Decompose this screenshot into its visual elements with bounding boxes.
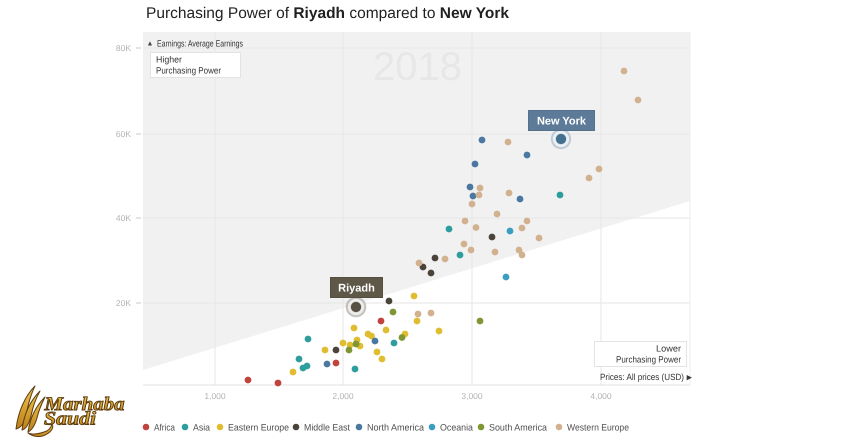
- svg-text:▶: ▶: [687, 375, 693, 382]
- svg-text:Earnings: Average Earnings: Earnings: Average Earnings: [157, 39, 243, 49]
- svg-text:Riyadh: Riyadh: [338, 283, 375, 295]
- svg-text:2,000: 2,000: [332, 391, 354, 401]
- svg-text:Oceania: Oceania: [440, 423, 474, 433]
- svg-text:Purchasing Power: Purchasing Power: [616, 355, 681, 365]
- svg-text:Purchasing Power: Purchasing Power: [156, 66, 221, 76]
- svg-text:3,000: 3,000: [461, 391, 483, 401]
- svg-text:Purchasing Power of Riyadh com: Purchasing Power of Riyadh compared to N…: [146, 5, 509, 22]
- svg-text:2018: 2018: [373, 45, 462, 89]
- svg-text:▲: ▲: [147, 41, 154, 48]
- svg-text:Lower: Lower: [656, 344, 681, 354]
- svg-text:Eastern Europe: Eastern Europe: [228, 423, 289, 433]
- svg-text:Marhaba: Marhaba: [43, 394, 125, 415]
- svg-text:60K: 60K: [116, 129, 131, 139]
- svg-text:Higher: Higher: [156, 55, 182, 65]
- svg-text:40K: 40K: [116, 213, 131, 223]
- svg-text:Middle East: Middle East: [304, 423, 350, 433]
- svg-text:1,000: 1,000: [204, 391, 226, 401]
- svg-text:Prices: All prices (USD): Prices: All prices (USD): [600, 372, 684, 382]
- svg-text:Western Europe: Western Europe: [567, 423, 629, 433]
- svg-text:Africa: Africa: [154, 423, 176, 433]
- svg-text:South America: South America: [489, 423, 548, 433]
- svg-text:4,000: 4,000: [590, 391, 612, 401]
- svg-text:Asia: Asia: [193, 423, 211, 433]
- svg-text:North America: North America: [367, 423, 425, 433]
- svg-text:20K: 20K: [116, 298, 131, 308]
- svg-text:Saudi: Saudi: [44, 409, 97, 430]
- svg-text:80K: 80K: [116, 43, 131, 53]
- svg-text:New York: New York: [537, 116, 587, 128]
